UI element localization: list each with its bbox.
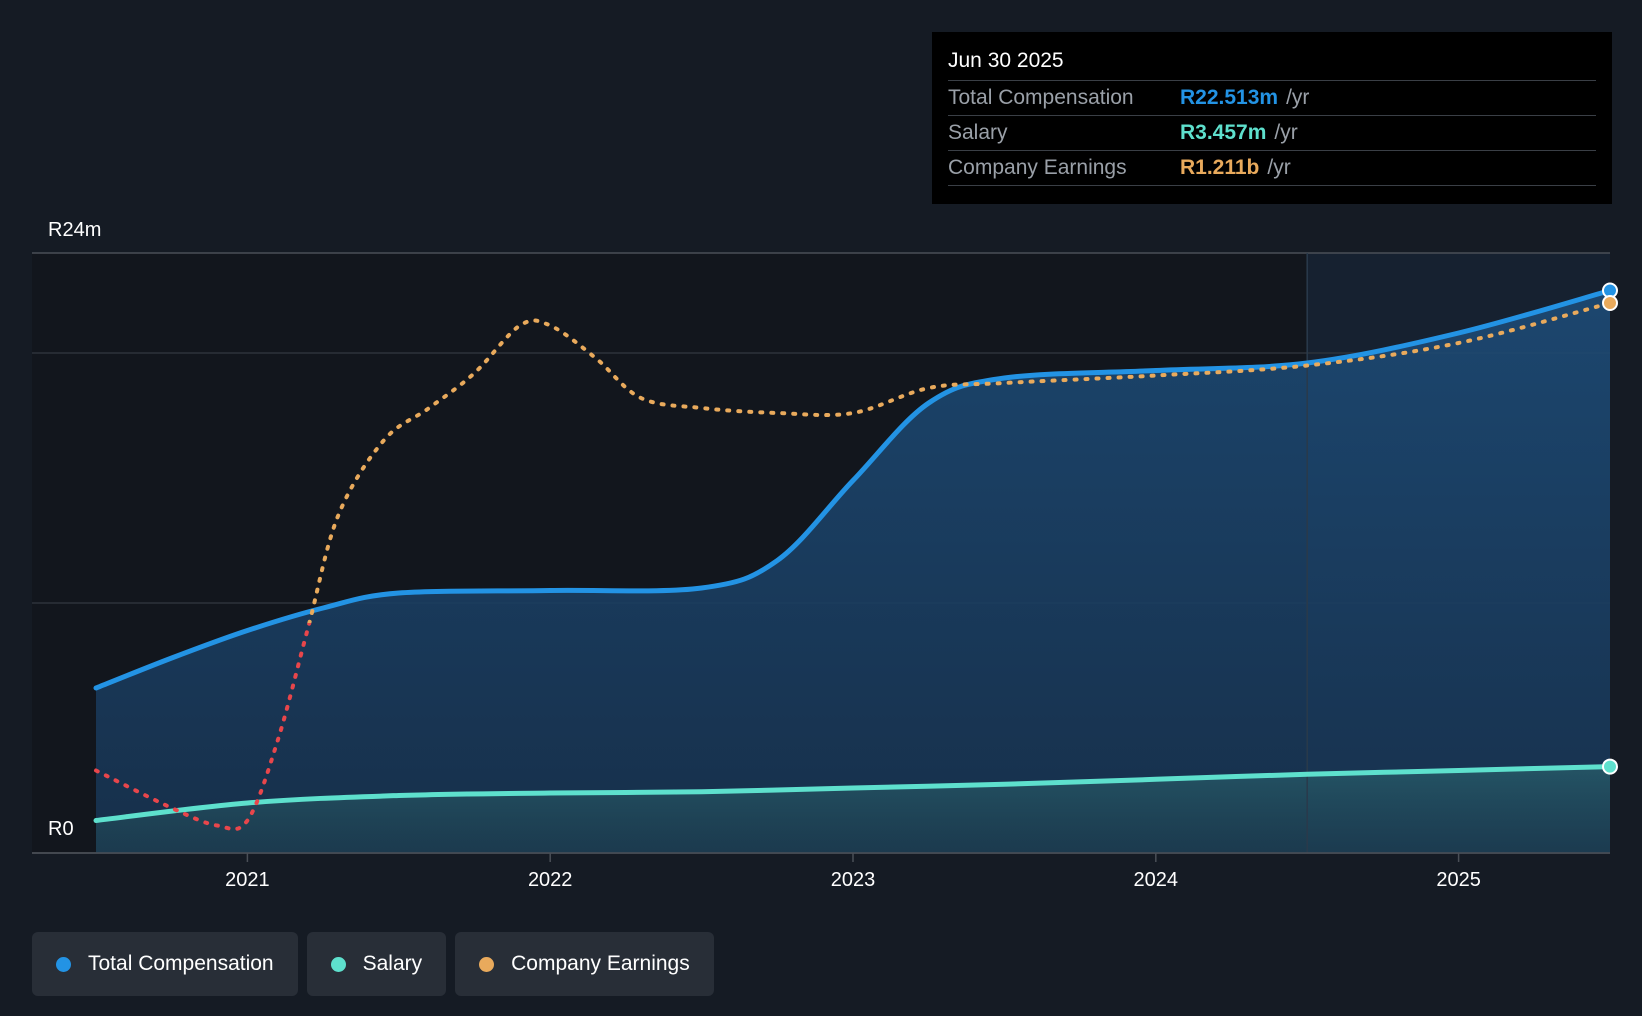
company-earnings-line-negative xyxy=(94,623,312,832)
tooltip-label: Salary xyxy=(948,121,1008,144)
tooltip-unit: /yr xyxy=(1267,156,1291,179)
total-compensation-dot-icon xyxy=(56,956,71,972)
salary-dot-icon xyxy=(330,956,346,972)
salary-area xyxy=(96,766,1610,853)
tooltip-row-total-compensation: Total Compensation R22.513m /yr xyxy=(948,81,1596,116)
tooltip-value-company-earnings: R1.211b xyxy=(1180,156,1260,179)
total-compensation-line xyxy=(93,288,1613,691)
x-tick-label: 2021 xyxy=(225,869,270,891)
x-axis: 2021 2022 2023 2024 2025 xyxy=(32,852,1610,891)
y-axis-label-min: R0 xyxy=(48,818,74,840)
legend-item-total-compensation[interactable]: Total Compensation xyxy=(32,932,298,996)
legend-label: Salary xyxy=(362,952,423,975)
tooltip-value-salary: R3.457m xyxy=(1180,121,1267,144)
x-tick-label: 2022 xyxy=(528,869,573,891)
legend-item-salary[interactable]: Salary xyxy=(306,932,447,996)
legend-label: Total Compensation xyxy=(88,952,274,975)
total-compensation-area xyxy=(96,290,1610,853)
tooltip-label: Company Earnings xyxy=(948,156,1127,179)
legend-item-company-earnings[interactable]: Company Earnings xyxy=(455,932,714,996)
tooltip-value-total-compensation: R22.513m xyxy=(1180,86,1279,109)
end-markers xyxy=(1602,282,1618,775)
tooltip-row-company-earnings: Company Earnings R1.211b /yr xyxy=(948,151,1596,186)
legend: Total Compensation Salary Company Earnin… xyxy=(32,932,714,996)
tooltip-unit: /yr xyxy=(1286,86,1310,109)
tooltip: Jun 30 2025 Total Compensation R22.513m … xyxy=(932,32,1612,204)
company-earnings-end-marker xyxy=(1602,295,1618,311)
x-tick-label: 2025 xyxy=(1436,869,1481,891)
legend-label: Company Earnings xyxy=(511,952,690,975)
y-axis-label-max: R24m xyxy=(48,219,101,241)
salary-end-marker xyxy=(1602,758,1618,775)
company-earnings-dot-icon xyxy=(479,956,495,972)
x-tick-label: 2024 xyxy=(1134,869,1179,891)
tooltip-label: Total Compensation xyxy=(948,86,1134,109)
x-tick-label: 2023 xyxy=(831,869,876,891)
tooltip-date: Jun 30 2025 xyxy=(948,46,1596,81)
tooltip-unit: /yr xyxy=(1274,121,1298,144)
tooltip-row-salary: Salary R3.457m /yr xyxy=(948,116,1596,151)
salary-line xyxy=(93,764,1613,823)
